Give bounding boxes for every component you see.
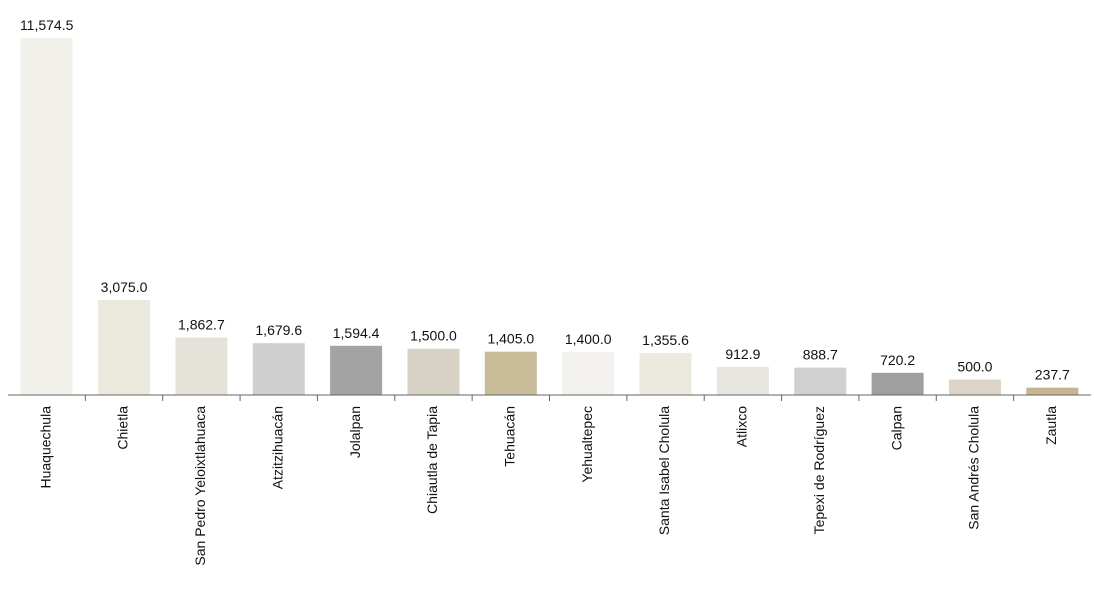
category-label: Yehualtepec	[579, 406, 595, 483]
category-label: Chiautla de Tapia	[424, 406, 440, 514]
category-labels-layer: Huaquechula Chietla San Pedro Yeloixtlahua…	[37, 406, 1059, 566]
category-label: San Pedro Yeloixtlahuaca	[192, 406, 208, 566]
bar	[484, 351, 537, 395]
bar	[639, 353, 692, 395]
bar	[562, 351, 615, 395]
value-label: 1,405.0	[487, 331, 534, 347]
bar	[175, 337, 228, 395]
value-label: 1,400.0	[565, 331, 612, 347]
category-label: Atlixco	[734, 406, 750, 447]
category-label: Santa Isabel Cholula	[656, 406, 672, 535]
value-label: 1,500.0	[410, 328, 457, 344]
value-label: 1,355.6	[642, 332, 689, 348]
bar	[330, 345, 383, 395]
value-label: 1,862.7	[178, 317, 225, 333]
value-label: 1,679.6	[255, 322, 302, 338]
category-label: Jolalpan	[347, 406, 363, 458]
value-label: 3,075.0	[101, 279, 148, 295]
bar	[716, 366, 769, 395]
category-label: Tepexi de Rodríguez	[811, 406, 827, 534]
bar	[871, 372, 924, 395]
bar	[20, 38, 73, 395]
category-label: Atzitzihuacán	[269, 406, 285, 489]
value-label: 912.9	[725, 346, 760, 362]
category-label: Tehuacán	[502, 406, 518, 467]
value-label: 888.7	[803, 347, 838, 363]
bar	[794, 367, 847, 395]
value-label: 11,574.5	[20, 17, 74, 33]
bars-layer	[20, 38, 1079, 395]
bar	[98, 300, 151, 395]
category-label: San Andrés Cholula	[966, 406, 982, 530]
category-label: Zautla	[1043, 406, 1059, 445]
bar	[252, 343, 305, 395]
bar	[1026, 387, 1079, 395]
x-axis	[8, 394, 1091, 401]
category-label: Calpan	[888, 406, 904, 450]
value-label: 1,594.4	[333, 325, 380, 341]
value-label: 237.7	[1035, 367, 1070, 383]
bar	[948, 379, 1001, 395]
value-label: 500.0	[957, 359, 992, 375]
value-label: 720.2	[880, 352, 915, 368]
bar	[407, 348, 460, 395]
category-label: Huaquechula	[37, 406, 53, 489]
category-label: Chietla	[115, 406, 131, 450]
value-labels-layer: 11,574.5 3,075.0 1,862.7 1,679.6 1,594.4 1,50…	[20, 17, 1070, 383]
